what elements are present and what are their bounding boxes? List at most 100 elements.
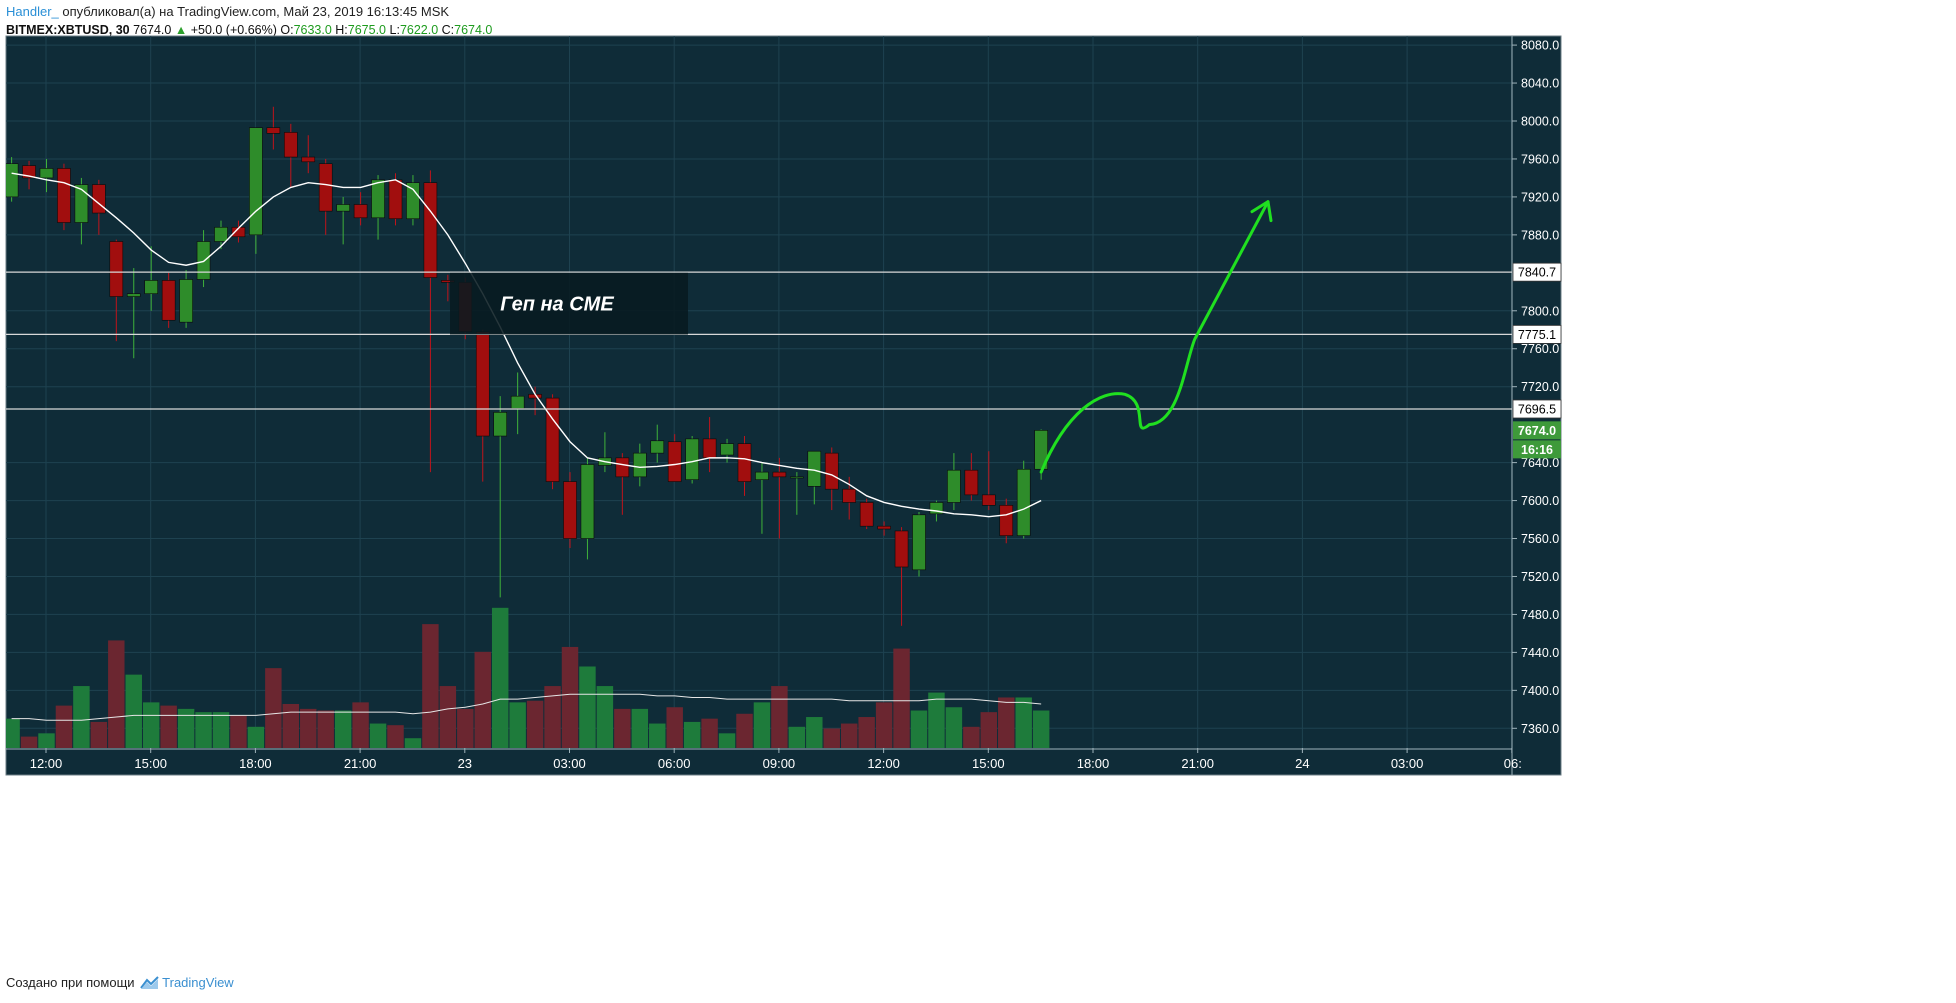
candle[interactable]	[39, 158, 54, 193]
candle[interactable]	[650, 424, 665, 463]
candle-body	[772, 471, 787, 478]
candle-body	[406, 182, 420, 220]
candle-body	[824, 452, 839, 490]
candle[interactable]	[126, 268, 141, 359]
candle-body	[981, 494, 996, 506]
candle[interactable]	[912, 511, 926, 577]
x-tick-label: 06:	[1504, 756, 1522, 771]
low-value: 7622.0	[399, 23, 439, 37]
candle-body	[964, 469, 979, 496]
candle[interactable]	[161, 272, 176, 328]
x-tick-label: 03:00	[1391, 756, 1424, 771]
candle[interactable]	[1016, 460, 1031, 539]
candle[interactable]	[807, 450, 822, 505]
candle[interactable]	[999, 498, 1014, 544]
last-price: 7674.0	[133, 23, 172, 37]
candle[interactable]	[685, 436, 699, 484]
candle[interactable]	[632, 443, 647, 487]
candle-body	[336, 204, 350, 212]
author-link[interactable]: Handler_	[6, 4, 59, 19]
candle-body	[109, 241, 124, 297]
moving-average-line	[11, 172, 1042, 518]
volume-bar	[998, 697, 1015, 748]
candle-body	[1016, 468, 1031, 536]
y-tick-label: 7640.0	[1521, 456, 1559, 470]
x-tick-label: 24	[1295, 756, 1309, 771]
y-tick-label: 7400.0	[1521, 684, 1559, 698]
candle[interactable]	[57, 163, 71, 231]
open-label: O:	[280, 23, 294, 37]
candle[interactable]	[981, 451, 996, 511]
volume-bar	[439, 686, 457, 748]
up-arrow-icon: ▲	[174, 23, 188, 37]
close-label: C:	[441, 23, 455, 37]
candle[interactable]	[877, 521, 891, 536]
volume-bar	[38, 733, 55, 748]
candle-body	[493, 412, 508, 437]
candle[interactable]	[301, 135, 316, 174]
candle-body	[266, 127, 281, 134]
candle-body	[580, 464, 595, 539]
volume-series	[6, 607, 1050, 748]
level-label-box	[1512, 399, 1562, 419]
forecast-arrow[interactable]	[1039, 200, 1273, 474]
candle[interactable]	[266, 106, 281, 150]
annotation-box[interactable]	[450, 272, 688, 335]
candle[interactable]	[755, 462, 769, 534]
candle[interactable]	[772, 457, 787, 539]
volume-bar	[614, 708, 631, 748]
candle[interactable]	[371, 175, 385, 240]
candle[interactable]	[894, 527, 909, 626]
candle[interactable]	[196, 230, 211, 288]
countdown-box	[1513, 440, 1561, 459]
candle-body	[702, 438, 717, 459]
candle[interactable]	[283, 123, 298, 188]
candle[interactable]	[249, 127, 263, 254]
candle-body	[790, 476, 804, 479]
candle[interactable]	[493, 396, 508, 598]
candle[interactable]	[353, 192, 368, 226]
candle[interactable]	[179, 269, 193, 328]
candle-body	[126, 293, 141, 297]
candle[interactable]	[859, 498, 874, 530]
plot-area	[5, 106, 1050, 748]
candle[interactable]	[615, 453, 630, 515]
candle[interactable]	[824, 447, 839, 511]
candle-body	[353, 204, 368, 219]
x-tick-label: 12:00	[30, 756, 63, 771]
candle[interactable]	[947, 453, 961, 511]
volume-bar	[753, 702, 771, 748]
candle[interactable]	[336, 196, 350, 245]
candle[interactable]	[580, 457, 595, 560]
x-tick-label: 21:00	[344, 756, 377, 771]
candle[interactable]	[667, 434, 682, 482]
candle[interactable]	[214, 220, 228, 250]
candle[interactable]	[563, 472, 577, 549]
candle[interactable]	[109, 239, 124, 342]
candle[interactable]	[144, 246, 158, 311]
candle[interactable]	[406, 175, 420, 226]
candle-body	[92, 184, 106, 214]
candle[interactable]	[964, 453, 979, 501]
ohlc-line: BITMEX:XBTUSD, 30 7674.0 ▲ +50.0 (+0.66%…	[6, 23, 492, 37]
candle[interactable]	[1034, 429, 1048, 480]
candle[interactable]	[318, 158, 333, 235]
candle[interactable]	[545, 394, 560, 490]
tradingview-brand-link[interactable]: TradingView	[162, 975, 234, 990]
candle-body	[999, 505, 1014, 536]
volume-bar	[1032, 710, 1050, 748]
candle-body	[720, 443, 734, 456]
volume-bar	[387, 725, 404, 748]
gap-annotation[interactable]: Геп на СМЕ	[450, 272, 688, 335]
volume-bar	[90, 721, 108, 748]
volume-bar	[910, 710, 928, 748]
candle[interactable]	[720, 438, 734, 463]
volume-bar	[125, 674, 142, 748]
volume-bar	[55, 705, 73, 748]
candle[interactable]	[790, 472, 804, 515]
candle[interactable]	[737, 436, 752, 496]
volume-bar	[265, 668, 282, 748]
candle-body	[475, 331, 490, 437]
candle[interactable]	[5, 157, 19, 202]
